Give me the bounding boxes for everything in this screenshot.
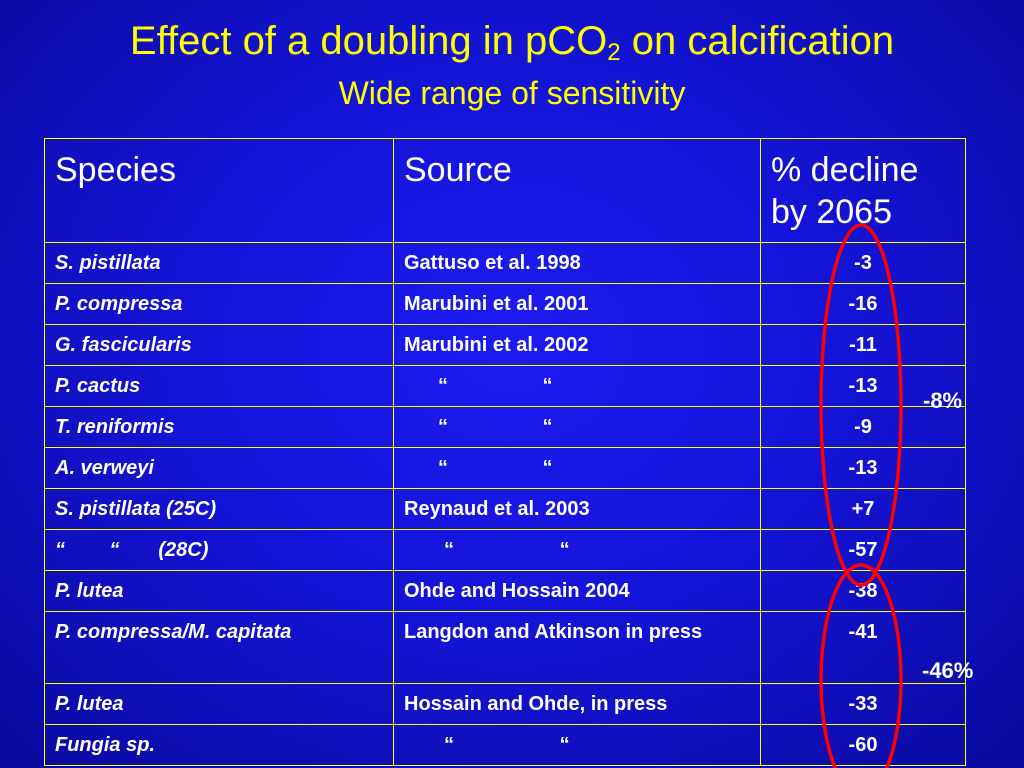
table-row: G. fascicularis Marubini et al. 2002 -11 bbox=[44, 324, 966, 366]
source-cell: “ “ bbox=[393, 447, 761, 489]
decline-cell: -3 bbox=[760, 242, 966, 284]
header-source: Source bbox=[393, 138, 761, 243]
title-tail: on calcification bbox=[620, 19, 895, 63]
decline-cell: -13 bbox=[760, 447, 966, 489]
decline-cell: +7 bbox=[760, 488, 966, 530]
species-cell: “ “ (28C) bbox=[44, 529, 394, 571]
source-cell: Marubini et al. 2001 bbox=[393, 283, 761, 325]
header-row: Species Source % decline by 2065 bbox=[44, 138, 966, 243]
source-cell: Ohde and Hossain 2004 bbox=[393, 570, 761, 612]
source-cell: Langdon and Atkinson in press bbox=[393, 611, 761, 684]
species-cell: P. compressa bbox=[44, 283, 394, 325]
table-row: S. pistillata (25C) Reynaud et al. 2003 … bbox=[44, 488, 966, 530]
species-cell: T. reniformis bbox=[44, 406, 394, 448]
source-cell: Marubini et al. 2002 bbox=[393, 324, 761, 366]
header-decline: % decline by 2065 bbox=[760, 138, 966, 243]
table-row: P. compressa Marubini et al. 2001 -16 bbox=[44, 283, 966, 325]
decline-cell: -38 bbox=[760, 570, 966, 612]
species-cell: G. fascicularis bbox=[44, 324, 394, 366]
species-cell: P. cactus bbox=[44, 365, 394, 407]
species-cell: P. compressa/M. capitata bbox=[44, 611, 394, 684]
table-row: T. reniformis “ “ -9 bbox=[44, 406, 966, 448]
species-cell: P. lutea bbox=[44, 570, 394, 612]
species-cell: A. verweyi bbox=[44, 447, 394, 489]
slide-subtitle: Wide range of sensitivity bbox=[338, 75, 686, 111]
decline-cell: -60 bbox=[760, 724, 966, 766]
slide-title: Effect of a doubling in pCO2 on calcific… bbox=[0, 18, 1024, 66]
group1-average-label: -8% bbox=[923, 388, 963, 413]
title-subscript: 2 bbox=[607, 39, 621, 66]
source-cell: Hossain and Ohde, in press bbox=[393, 683, 761, 725]
species-cell: S. pistillata (25C) bbox=[44, 488, 394, 530]
decline-cell: -16 bbox=[760, 283, 966, 325]
table-row: P. cactus “ “ -13 bbox=[44, 365, 966, 407]
species-cell: Fungia sp. bbox=[44, 724, 394, 766]
header-species: Species bbox=[44, 138, 394, 243]
table-row: P. compressa/M. capitata Langdon and Atk… bbox=[44, 611, 966, 684]
table-row: S. pistillata Gattuso et al. 1998 -3 bbox=[44, 242, 966, 284]
decline-cell: -57 bbox=[760, 529, 966, 571]
table-row: Fungia sp. “ “ -60 bbox=[44, 724, 966, 766]
source-cell: Reynaud et al. 2003 bbox=[393, 488, 761, 530]
calcification-table: Species Source % decline by 2065 S. pist… bbox=[44, 138, 966, 766]
table-row: A. verweyi “ “ -13 bbox=[44, 447, 966, 489]
table-row: “ “ (28C) “ “ -57 bbox=[44, 529, 966, 571]
source-cell: “ “ bbox=[393, 406, 761, 448]
source-cell: “ “ bbox=[393, 724, 761, 766]
source-cell: Gattuso et al. 1998 bbox=[393, 242, 761, 284]
group2-average-label: -46% bbox=[922, 658, 974, 683]
species-cell: S. pistillata bbox=[44, 242, 394, 284]
source-cell: “ “ bbox=[393, 365, 761, 407]
title-main: Effect of a doubling in pCO bbox=[129, 19, 608, 63]
source-cell: “ “ bbox=[393, 529, 761, 571]
table-row: P. lutea Hossain and Ohde, in press -33 bbox=[44, 683, 966, 725]
table-row: P. lutea Ohde and Hossain 2004 -38 bbox=[44, 570, 966, 612]
decline-cell: -11 bbox=[760, 324, 966, 366]
decline-cell: -33 bbox=[760, 683, 966, 725]
species-cell: P. lutea bbox=[44, 683, 394, 725]
